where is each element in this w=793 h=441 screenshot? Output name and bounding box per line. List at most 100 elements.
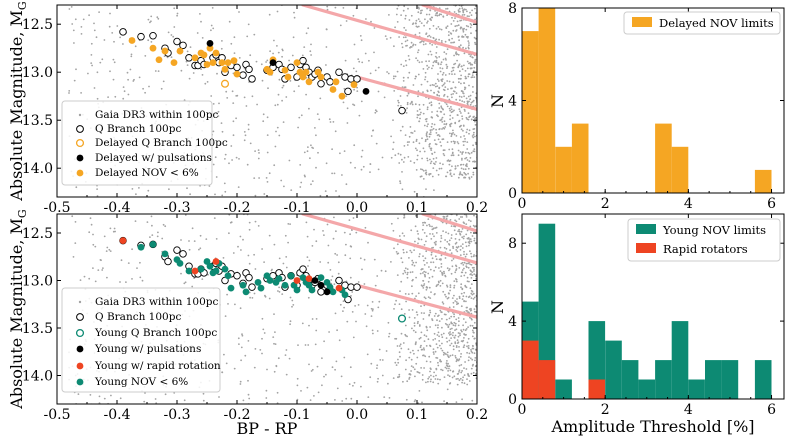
gaia-point xyxy=(430,261,432,264)
gaia-point xyxy=(454,271,457,274)
delayed-nov-point xyxy=(200,51,208,59)
gaia-point xyxy=(381,374,384,377)
gaia-point xyxy=(446,95,449,98)
gaia-point xyxy=(206,81,209,83)
gaia-point xyxy=(422,112,425,115)
gaia-point xyxy=(358,60,361,63)
gaia-point xyxy=(478,131,480,133)
gaia-point xyxy=(435,52,438,54)
gaia-point xyxy=(460,340,463,342)
gaia-point xyxy=(409,160,412,163)
pulsation-point xyxy=(362,88,370,95)
gaia-point xyxy=(425,345,428,347)
gaia-point xyxy=(425,335,428,338)
gaia-point xyxy=(428,277,431,279)
gaia-point xyxy=(259,349,262,351)
gaia-point xyxy=(465,28,468,31)
gaia-point xyxy=(466,383,469,386)
gaia-point xyxy=(483,320,485,322)
gaia-point xyxy=(460,286,462,289)
gaia-point xyxy=(289,80,292,82)
gaia-point xyxy=(478,271,480,273)
gaia-point xyxy=(421,401,423,404)
gaia-point xyxy=(464,138,466,140)
gaia-point xyxy=(486,117,488,119)
young-nov-point xyxy=(224,272,232,280)
gaia-point xyxy=(449,286,452,289)
gaia-point xyxy=(122,43,124,45)
gaia-point xyxy=(439,240,442,243)
gaia-point xyxy=(278,291,281,293)
gaia-point xyxy=(414,225,417,228)
gaia-point xyxy=(414,399,417,401)
gaia-point xyxy=(488,173,490,175)
gaia-point xyxy=(452,66,455,69)
gaia-point xyxy=(481,107,483,109)
gaia-point xyxy=(425,250,428,253)
gaia-point xyxy=(433,84,435,87)
gaia-point xyxy=(478,139,480,141)
gaia-point xyxy=(463,8,466,11)
gaia-point xyxy=(291,299,294,302)
gaia-point xyxy=(401,171,403,173)
gaia-point xyxy=(210,95,213,97)
gaia-point xyxy=(261,248,263,250)
gaia-point xyxy=(478,46,480,48)
gaia-point xyxy=(399,180,401,183)
gaia-point xyxy=(403,216,406,219)
gaia-point xyxy=(484,338,486,340)
delayed-nov-point xyxy=(212,49,220,57)
gaia-point xyxy=(428,376,431,378)
gaia-point xyxy=(472,345,474,347)
gaia-point xyxy=(446,25,449,28)
gaia-point xyxy=(482,54,484,56)
gaia-point xyxy=(399,153,402,156)
gaia-point xyxy=(450,237,453,240)
gaia-point xyxy=(417,51,419,54)
gaia-point xyxy=(385,350,388,352)
gaia-point xyxy=(484,287,486,289)
gaia-point xyxy=(450,175,453,178)
gaia-point xyxy=(461,247,464,249)
gaia-point xyxy=(467,35,469,38)
gaia-point xyxy=(352,14,355,17)
gaia-point xyxy=(193,240,196,243)
gaia-point xyxy=(454,62,457,65)
gaia-point xyxy=(430,238,433,240)
gaia-point xyxy=(456,373,459,375)
gaia-point xyxy=(486,73,488,75)
gaia-point xyxy=(404,271,407,274)
gaia-point xyxy=(420,312,423,314)
gaia-point xyxy=(482,48,484,50)
gaia-point xyxy=(441,318,443,320)
gaia-point xyxy=(442,163,444,166)
young-nov-point xyxy=(257,284,265,292)
gaia-point xyxy=(447,374,449,376)
gaia-point xyxy=(462,376,464,379)
gaia-point xyxy=(292,304,295,306)
gaia-point xyxy=(142,87,145,90)
gaia-point xyxy=(429,345,432,348)
gaia-point xyxy=(308,324,310,327)
gaia-point xyxy=(450,135,453,138)
gaia-point xyxy=(446,354,449,356)
gaia-point xyxy=(414,75,417,78)
gaia-point xyxy=(463,261,466,264)
gaia-point xyxy=(192,72,195,74)
gaia-point xyxy=(397,101,400,104)
gaia-point xyxy=(485,239,487,241)
gaia-point xyxy=(433,151,436,154)
gaia-point xyxy=(424,118,427,121)
gaia-point xyxy=(315,329,318,332)
gaia-point xyxy=(403,145,406,147)
gaia-point xyxy=(481,109,483,111)
gaia-point xyxy=(485,302,487,304)
gaia-point xyxy=(372,308,374,311)
gaia-point xyxy=(446,323,448,326)
young-nov-point xyxy=(308,286,316,294)
gaia-point xyxy=(488,62,490,64)
gaia-point xyxy=(440,360,443,363)
gaia-point xyxy=(429,84,432,87)
gaia-point xyxy=(463,367,465,369)
gaia-point xyxy=(451,322,453,325)
